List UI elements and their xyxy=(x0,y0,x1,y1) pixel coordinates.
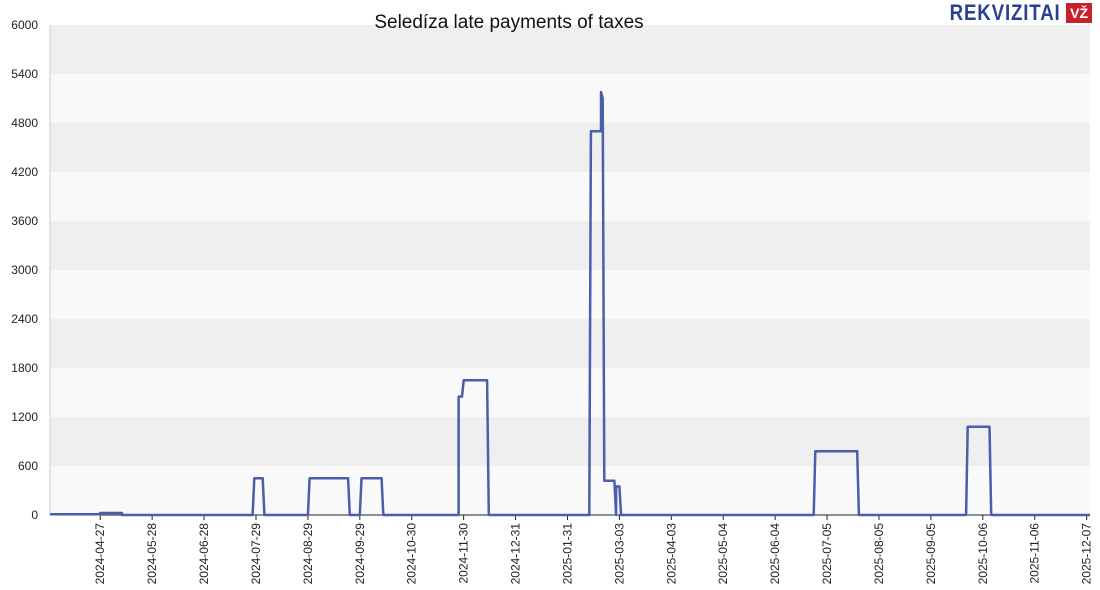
x-tick-label: 2024-05-28 xyxy=(145,523,159,585)
x-tick-label: 2025-11-06 xyxy=(1028,523,1042,584)
y-tick-label: 4200 xyxy=(11,165,38,179)
y-tick-label: 6000 xyxy=(11,18,38,32)
x-tick-label: 2025-10-06 xyxy=(976,523,990,585)
rekvizitai-logo: REKVIZITAI VŽ xyxy=(930,0,1092,26)
y-tick-label: 0 xyxy=(31,508,38,522)
y-tick-label: 1800 xyxy=(11,361,38,375)
grid-band xyxy=(50,123,1090,172)
y-tick-label: 1200 xyxy=(11,410,38,424)
x-tick-label: 2024-09-29 xyxy=(353,523,367,585)
x-tick-label: 2024-10-30 xyxy=(405,523,419,585)
x-tick-label: 2024-06-28 xyxy=(197,523,211,585)
x-tick-label: 2024-12-31 xyxy=(509,523,523,585)
x-tick-label: 2025-01-31 xyxy=(560,523,574,585)
x-tick-label: 2025-07-05 xyxy=(820,523,834,585)
x-tick-label: 2025-04-03 xyxy=(664,523,678,585)
logo-text: REKVIZITAI xyxy=(949,0,1061,25)
y-tick-label: 5400 xyxy=(11,67,38,81)
grid-band xyxy=(50,25,1090,74)
x-tick-label: 2024-04-27 xyxy=(93,523,107,585)
grid-band xyxy=(50,221,1090,270)
x-tick-label: 2024-08-29 xyxy=(301,523,315,585)
x-tick-label: 2024-07-29 xyxy=(249,523,263,585)
x-tick-label: 2025-12-07 xyxy=(1080,523,1094,585)
y-tick-label: 4800 xyxy=(11,116,38,130)
y-tick-label: 600 xyxy=(18,459,38,473)
x-tick-label: 2025-06-04 xyxy=(768,523,782,585)
y-tick-label: 2400 xyxy=(11,312,38,326)
grid-band xyxy=(50,417,1090,466)
x-tick-label: 2025-05-04 xyxy=(716,523,730,585)
x-tick-label: 2025-03-03 xyxy=(612,523,626,585)
y-tick-label: 3600 xyxy=(11,214,38,228)
logo-badge: VŽ xyxy=(1066,3,1092,23)
grid-band xyxy=(50,319,1090,368)
series-line xyxy=(50,90,1090,517)
x-tick-label: 2025-08-05 xyxy=(872,523,886,585)
chart-title: Seledíza late payments of taxes xyxy=(374,12,644,33)
x-tick-label: 2024-11-30 xyxy=(457,523,471,584)
y-tick-label: 3000 xyxy=(11,263,38,277)
x-tick-label: 2025-09-05 xyxy=(924,523,938,585)
